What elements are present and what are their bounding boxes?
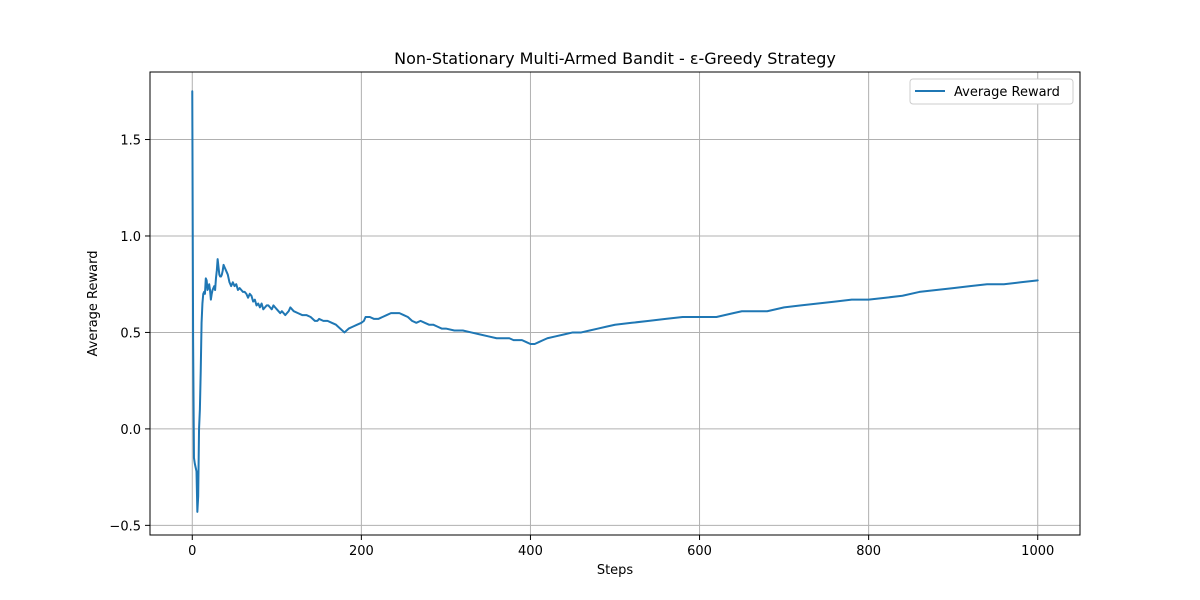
axes-frame	[149, 71, 1081, 536]
y-tick-label: 1.5	[120, 134, 141, 149]
x-axis-label: Steps	[597, 563, 634, 578]
x-tick-label: 1000	[1021, 544, 1054, 559]
legend: Average Reward	[909, 78, 1074, 105]
plot-area	[191, 90, 1039, 513]
x-tick-label: 800	[856, 544, 881, 559]
x-tick-label: 400	[518, 544, 543, 559]
y-tick-label: 0.0	[120, 423, 141, 438]
legend-label-average-reward: Average Reward	[954, 85, 1060, 100]
x-tick-label: 600	[687, 544, 712, 559]
y-tick-label: 0.5	[120, 326, 141, 341]
ticks: 0 200 400 600 800 1000 −0.5 0.0 0.5 1.0 1.5	[109, 134, 1054, 559]
x-tick-label: 0	[188, 544, 196, 559]
x-tick-label: 200	[349, 544, 374, 559]
y-tick-label: 1.0	[120, 230, 141, 245]
y-tick-label: −0.5	[109, 519, 141, 534]
series-line-average-reward	[191, 90, 1039, 513]
legend-box	[909, 78, 1074, 105]
y-axis-label: Average Reward	[86, 251, 101, 357]
grid	[150, 72, 1080, 535]
chart-title: Non-Stationary Multi-Armed Bandit - ε-Gr…	[394, 49, 836, 68]
